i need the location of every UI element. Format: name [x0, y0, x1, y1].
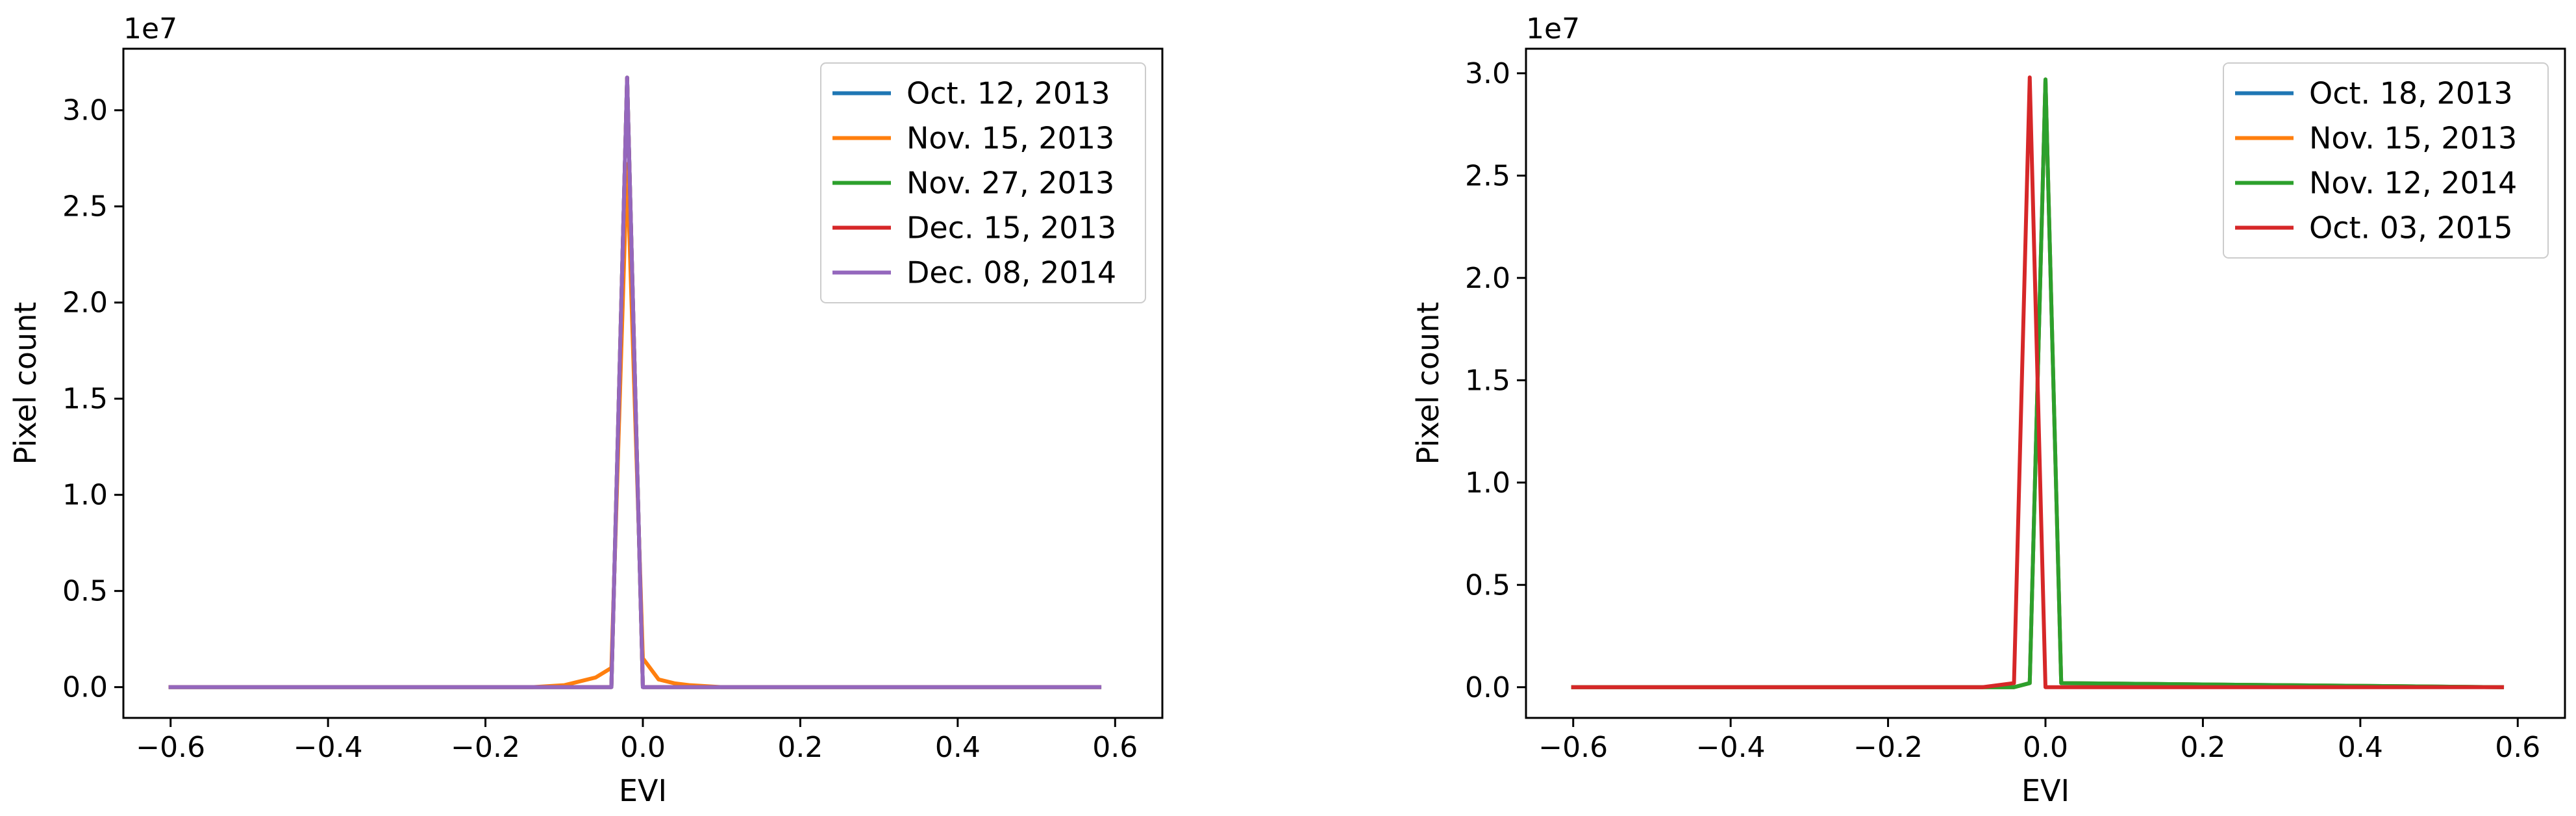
x-tick-label: −0.6	[1538, 731, 1608, 764]
y-tick-label: 1.5	[62, 383, 108, 416]
y-offset-label: 1e7	[1526, 12, 1580, 45]
x-tick-label: −0.4	[294, 731, 363, 764]
series-group	[168, 75, 1102, 689]
legend-box	[820, 62, 1146, 303]
legend-label-0: Oct. 12, 2013	[907, 76, 1110, 111]
x-axis-label: EVI	[619, 773, 667, 808]
x-tick-label: 0.4	[935, 731, 981, 764]
y-axis-label: Pixel count	[1410, 302, 1445, 465]
chart-right: −0.6 −0.4 −0.2 0.0 0.2 0.4 0.6 0.0 0.5 1.0 1.5 2.0 2…	[1410, 12, 2566, 808]
legend-label-3: Dec. 15, 2013	[907, 210, 1116, 246]
y-offset-label: 1e7	[123, 12, 177, 45]
chart-left: −0.6 −0.4 −0.2 0.0 0.2 0.4 0.6 0.0 0.5 1.0 1.5 2.0 2…	[8, 12, 1164, 808]
x-tick-label: 0.6	[1092, 731, 1138, 764]
legend-label-1: Nov. 15, 2013	[2309, 121, 2517, 156]
x-tick-label: 0.2	[2180, 731, 2225, 764]
x-tick-label: 0.0	[620, 731, 666, 764]
legend-label-4: Dec. 08, 2014	[907, 255, 1116, 290]
y-tick-label: 2.0	[1465, 262, 1510, 295]
y-tick-label: 2.0	[62, 287, 108, 320]
series-group	[1571, 75, 2505, 689]
y-tick-label: 2.5	[1465, 159, 1510, 192]
series-line-3	[1571, 75, 2505, 689]
y-tick-label: 3.0	[62, 94, 108, 127]
y-tick-label: 0.0	[62, 671, 108, 704]
series-line-4	[168, 75, 1102, 689]
y-tick-label: 1.0	[1465, 466, 1510, 500]
x-tick-label: −0.2	[451, 731, 520, 764]
x-tick-label: 0.4	[2338, 731, 2383, 764]
y-tick-label: 1.5	[1465, 364, 1510, 397]
x-tick-label: 0.6	[2495, 731, 2540, 764]
y-tick-label: 0.5	[62, 575, 108, 608]
legend-label-2: Nov. 27, 2013	[907, 166, 1114, 201]
legend-label-3: Oct. 03, 2015	[2309, 210, 2513, 246]
x-tick-label: −0.6	[136, 731, 205, 764]
legend-box	[2223, 62, 2549, 259]
x-tick-label: −0.2	[1853, 731, 1923, 764]
y-tick-label: 2.5	[62, 190, 108, 223]
y-tick-label: 3.0	[1465, 57, 1510, 90]
x-tick-label: 0.0	[2023, 731, 2068, 764]
y-tick-label: 0.5	[1465, 568, 1510, 602]
legend-label-2: Nov. 12, 2014	[2309, 166, 2517, 201]
x-tick-label: −0.4	[1696, 731, 1766, 764]
y-axis-label: Pixel count	[8, 302, 43, 465]
legend-label-1: Nov. 15, 2013	[907, 121, 1114, 156]
legend-label-0: Oct. 18, 2013	[2309, 76, 2513, 111]
legend: Oct. 18, 2013 Nov. 15, 2013 Nov. 12, 2014 O…	[2223, 62, 2549, 259]
legend: Oct. 12, 2013 Nov. 15, 2013 Nov. 27, 2013 D…	[820, 62, 1146, 303]
y-tick-label: 1.0	[62, 479, 108, 512]
y-tick-label: 0.0	[1465, 671, 1510, 704]
x-axis-label: EVI	[2021, 773, 2070, 808]
x-tick-label: 0.2	[777, 731, 823, 764]
